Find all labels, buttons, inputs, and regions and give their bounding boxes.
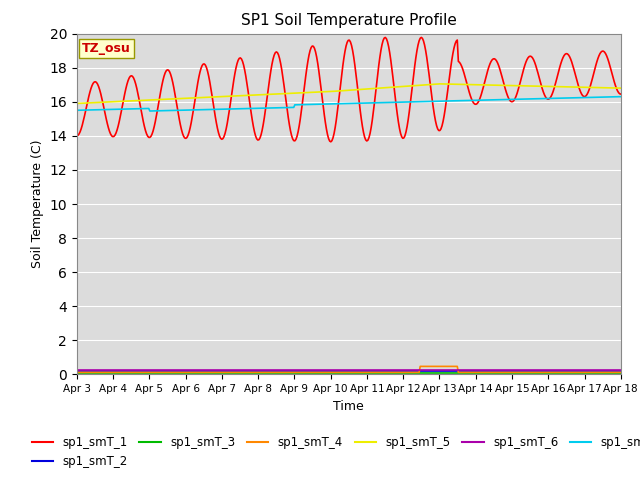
sp1_smT_5 [367, 86, 375, 92]
sp1_smT_3 [73, 371, 81, 376]
sp1_smT_2 [604, 369, 612, 374]
sp1_smT_6 [335, 367, 342, 373]
Line: sp1_smT_7: sp1_smT_7 [77, 96, 621, 111]
sp1_smT_4 [520, 370, 527, 375]
sp1_smT_1 [617, 91, 625, 97]
sp1_smT_7 [520, 96, 527, 102]
sp1_smT_2 [335, 369, 342, 374]
sp1_smT_1 [521, 62, 529, 68]
sp1_smT_6 [604, 367, 612, 373]
sp1_smT_6 [367, 367, 375, 373]
sp1_smT_4 [335, 370, 342, 375]
sp1_smT_7 [336, 101, 344, 107]
sp1_smT_5 [605, 85, 612, 91]
sp1_smT_3 [397, 371, 404, 376]
Legend: sp1_smT_1, sp1_smT_2, sp1_smT_3, sp1_smT_4, sp1_smT_5, sp1_smT_6, sp1_smT_7: sp1_smT_1, sp1_smT_2, sp1_smT_3, sp1_smT… [27, 432, 640, 473]
sp1_smT_6 [617, 367, 625, 373]
sp1_smT_2 [617, 369, 625, 374]
sp1_smT_2 [519, 369, 527, 374]
sp1_smT_1 [327, 139, 335, 144]
sp1_smT_6 [397, 367, 404, 373]
sp1_smT_1 [417, 35, 425, 40]
sp1_smT_4 [73, 370, 81, 375]
sp1_smT_1 [369, 118, 376, 123]
sp1_smT_4 [397, 370, 404, 375]
sp1_smT_6 [332, 367, 339, 373]
sp1_smT_6 [519, 367, 527, 373]
Line: sp1_smT_5: sp1_smT_5 [77, 84, 621, 104]
sp1_smT_3 [604, 371, 612, 376]
Text: TZ_osu: TZ_osu [82, 42, 131, 55]
sp1_smT_3 [335, 371, 342, 376]
sp1_smT_7 [146, 108, 154, 114]
sp1_smT_3 [519, 371, 527, 376]
sp1_smT_2 [397, 369, 404, 374]
sp1_smT_2 [332, 369, 339, 374]
sp1_smT_7 [605, 94, 612, 100]
Line: sp1_smT_1: sp1_smT_1 [77, 37, 621, 142]
sp1_smT_5 [617, 85, 625, 91]
sp1_smT_2 [73, 369, 81, 374]
sp1_smT_6 [73, 367, 81, 373]
sp1_smT_7 [617, 94, 625, 99]
sp1_smT_5 [332, 88, 339, 94]
sp1_smT_1 [73, 133, 81, 139]
sp1_smT_4 [367, 370, 375, 375]
sp1_smT_4 [617, 370, 625, 375]
sp1_smT_7 [398, 99, 406, 105]
sp1_smT_4 [417, 363, 424, 369]
sp1_smT_7 [73, 108, 81, 113]
sp1_smT_5 [335, 88, 342, 94]
sp1_smT_5 [397, 84, 404, 89]
sp1_smT_3 [332, 371, 339, 376]
sp1_smT_1 [336, 91, 344, 96]
sp1_smT_5 [73, 101, 81, 107]
sp1_smT_1 [606, 63, 614, 69]
Line: sp1_smT_4: sp1_smT_4 [77, 366, 621, 372]
sp1_smT_7 [332, 101, 340, 107]
sp1_smT_4 [332, 370, 339, 375]
Y-axis label: Soil Temperature (C): Soil Temperature (C) [31, 140, 44, 268]
sp1_smT_5 [436, 81, 444, 87]
sp1_smT_4 [605, 370, 612, 375]
sp1_smT_1 [398, 134, 406, 140]
sp1_smT_2 [367, 369, 375, 374]
sp1_smT_3 [617, 371, 625, 376]
sp1_smT_7 [369, 100, 376, 106]
sp1_smT_5 [520, 83, 527, 89]
Title: SP1 Soil Temperature Profile: SP1 Soil Temperature Profile [241, 13, 457, 28]
X-axis label: Time: Time [333, 400, 364, 413]
sp1_smT_3 [367, 371, 375, 376]
sp1_smT_1 [332, 118, 340, 123]
